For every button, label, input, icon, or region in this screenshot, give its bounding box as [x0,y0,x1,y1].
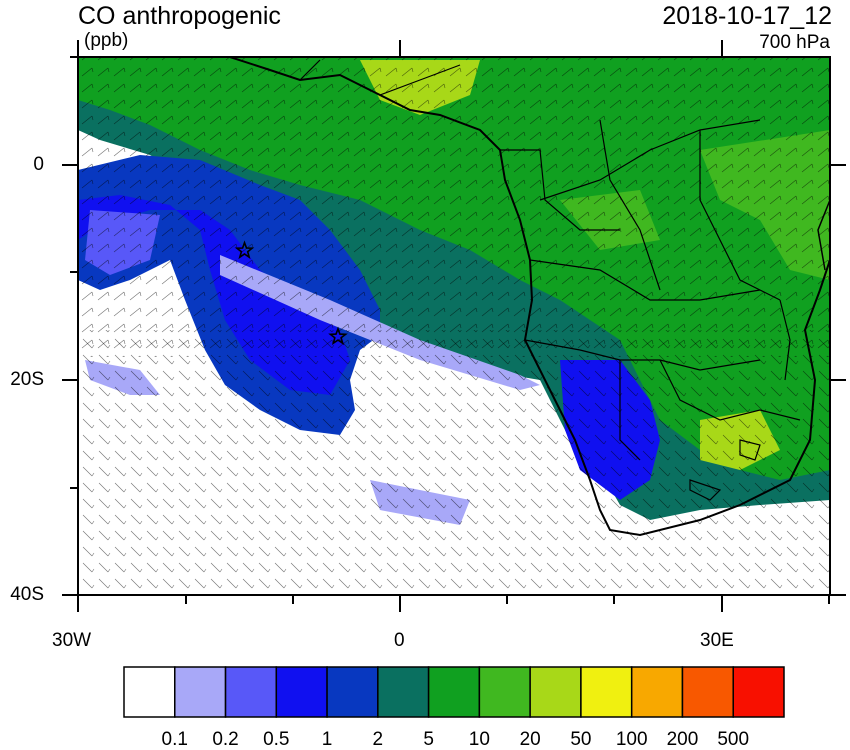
lon-label-30w: 30W [52,630,92,651]
colorbar-swatch [529,666,582,718]
pressure-level-label: 700 hPa [759,32,830,53]
colorbar-tick-label: 500 [717,729,750,750]
colorbar-tick-label: 100 [615,729,648,750]
colorbar [123,666,785,718]
units-label: (ppb) [84,30,129,51]
colorbar-tick-label: 0.2 [212,729,239,750]
coastline [229,57,830,537]
colorbar-swatch [123,666,176,718]
colorbar-swatch [326,666,379,718]
wind-barbs-north [78,57,830,357]
star-icon [234,240,255,260]
map-field [78,57,830,595]
star-icon [328,326,348,346]
axis-ticks [62,40,846,612]
lat-label-0: 0 [33,154,44,175]
colorbar-tick-label: 2 [372,729,384,750]
colorbar-tick-label: 10 [468,729,490,750]
plot-frame [77,56,831,596]
colorbar-swatch [224,666,278,718]
colorbar-swatch [377,666,430,718]
station-markers [234,240,348,346]
colorbar-swatch [681,666,734,718]
colorbar-tick-label: 1 [321,729,333,750]
colorbar-tick-label: 200 [666,729,699,750]
lat-label-40s: 40S [10,584,44,605]
lat-label-20s: 20S [10,369,44,390]
colorbar-tick-label: 0.1 [161,729,188,750]
colorbar-swatch [427,666,481,718]
colorbar-tick-label: 50 [570,729,592,750]
country-borders [299,59,801,501]
colorbar-tick-label: 5 [423,729,434,750]
wind-barbs-south [78,330,830,595]
colorbar-swatch [630,666,684,718]
lon-label-0: 0 [394,630,405,651]
colorbar-swatch [580,666,633,718]
colorbar-tick-label: 0.5 [263,729,290,750]
colorbar-swatch [478,666,531,718]
plot-title: CO anthropogenic [78,2,281,30]
colorbar-swatch [174,666,227,718]
colorbar-tick-label: 20 [519,729,541,750]
colorbar-swatch [275,666,328,718]
lon-label-30e: 30E [700,630,734,651]
colorbar-swatch [732,666,785,718]
datetime-label: 2018-10-17_12 [662,2,832,30]
madagascar-outline [817,199,830,271]
